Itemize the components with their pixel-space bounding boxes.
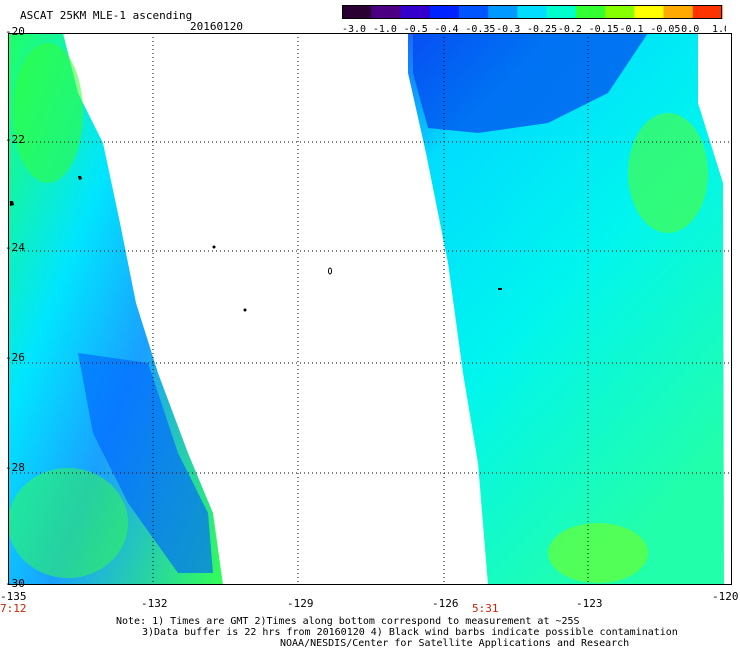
lat-label: -28 [5, 461, 25, 474]
colorbar-label: 1.0 [712, 24, 726, 33]
colorbar-label: -0.05 [650, 24, 680, 33]
lon-label: -129 [287, 597, 314, 610]
colorbar-segment [400, 5, 431, 19]
colorbar-label: -0.4 [435, 24, 459, 33]
colorbar-label: -0.2 [558, 24, 582, 33]
east-green-patch [548, 523, 648, 583]
lat-label: -22 [5, 133, 25, 146]
colorbar-label: -0.1 [620, 24, 644, 33]
west-green-patch [8, 468, 128, 578]
west-green-patch [13, 43, 83, 183]
colorbar-segment [517, 5, 548, 19]
east-blue-band [413, 33, 648, 133]
note-line: NOAA/NESDIS/Center for Satellite Applica… [280, 638, 630, 649]
colorbar-label: -0.3 [496, 24, 520, 33]
lon-label: -132 [141, 597, 168, 610]
time-label: 5:31 [472, 602, 499, 615]
wind-map [8, 33, 732, 585]
island [10, 201, 14, 206]
colorbar-label: -3.0 [342, 24, 366, 33]
graticule [8, 33, 732, 585]
island [78, 176, 82, 180]
lon-label: -120 [712, 590, 739, 603]
colorbar-segment [371, 5, 401, 19]
colorbar-segment [342, 5, 372, 19]
colorbar-segment [546, 5, 577, 19]
lon-label: -135 [0, 590, 27, 603]
lat-label: -24 [5, 241, 25, 254]
island [498, 288, 502, 290]
colorbar-segment [458, 5, 489, 19]
product-date: 20160120 [190, 20, 243, 33]
colorbar-segment [488, 5, 518, 19]
map-frame [8, 33, 732, 585]
lat-label: -26 [5, 351, 25, 364]
colorbar-label: -0.15 [589, 24, 619, 33]
colorbar-label: -0.25 [527, 24, 557, 33]
colorbar-label: 0.0 [681, 24, 699, 33]
east-green-patch [628, 113, 708, 233]
time-label: 7:12 [0, 602, 27, 615]
colorbar-segment [692, 5, 723, 19]
note-line: 3)Data buffer is 22 hrs from 20160120 4)… [142, 627, 678, 638]
colorbar-segment [429, 5, 460, 19]
island [243, 308, 247, 312]
colorbar-segment [663, 5, 694, 19]
lat-label: -20 [5, 25, 25, 38]
island [328, 267, 332, 275]
note-line: Note: 1) Times are GMT 2)Times along bot… [116, 616, 580, 627]
island [212, 245, 216, 249]
colorbar-label: -0.35 [465, 24, 495, 33]
lon-label: -123 [576, 597, 603, 610]
lat-label: -30 [5, 577, 25, 590]
colorbar: -3.0 -1.0 -0.5 -0.4 -0.35 -0.3 -0.25 -0.2 -0.15-… [342, 5, 726, 33]
colorbar-segment [634, 5, 665, 19]
colorbar-label: -1.0 [373, 24, 397, 33]
product-title: ASCAT 25KM MLE-1 ascending [20, 9, 193, 22]
colorbar-label: -0.5 [404, 24, 428, 33]
lon-label: -126 [432, 597, 459, 610]
colorbar-segment [575, 5, 606, 19]
colorbar-segment [605, 5, 635, 19]
colorbar-frame [342, 5, 722, 19]
west-blue-band [78, 353, 213, 573]
